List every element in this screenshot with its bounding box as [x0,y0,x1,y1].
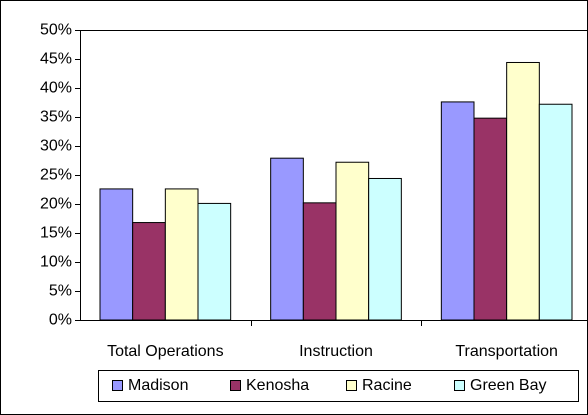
y-tick-label: 30% [40,138,72,155]
bar [132,222,166,321]
bar [302,202,337,321]
bar [473,117,508,321]
y-tick-label: 20% [40,196,72,213]
y-tick-label: 10% [40,254,72,271]
legend-swatch [230,380,241,391]
legend-label: Racine [362,377,412,394]
y-tick-label: 40% [40,80,72,97]
legend-swatch [112,380,123,391]
y-tick-label: 15% [40,225,72,242]
y-tick-label: 25% [40,167,72,184]
x-tick-label: Instruction [299,343,373,360]
bar [368,177,402,321]
bar [270,157,304,321]
bar [506,61,540,321]
x-tick-label: Total Operations [107,343,224,360]
y-tick-label: 45% [40,51,72,68]
bar [538,103,573,321]
legend-box [98,370,579,402]
legend-label: Kenosha [246,377,309,394]
y-tick-label: 35% [40,109,72,126]
y-tick-label: 0% [49,312,72,329]
bar [335,161,370,321]
legend-label: Green Bay [470,377,546,394]
x-tick-label: Transportation [455,343,558,360]
bar [197,202,232,321]
bar [99,188,134,321]
bar [440,101,475,321]
bar [164,188,199,321]
y-tick-label: 5% [49,283,72,300]
legend-swatch [346,380,357,391]
legend-swatch [454,380,465,391]
y-tick-label: 50% [40,22,72,39]
legend-label: Madison [128,377,188,394]
